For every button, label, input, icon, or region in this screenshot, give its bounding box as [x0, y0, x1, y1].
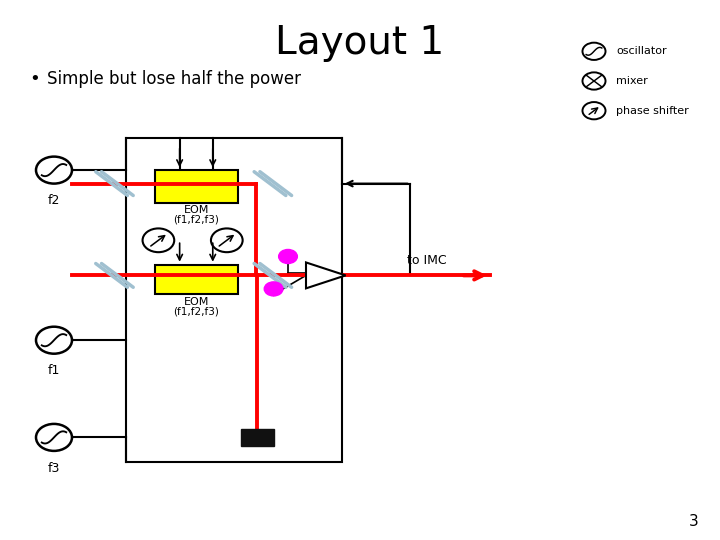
Text: EOM: EOM	[184, 297, 209, 307]
Circle shape	[264, 282, 283, 296]
Text: f3: f3	[48, 462, 60, 475]
Bar	[155, 265, 238, 294]
Text: •: •	[29, 70, 40, 88]
Text: Simple but lose half the power: Simple but lose half the power	[47, 70, 301, 88]
Text: oscillator: oscillator	[616, 46, 667, 56]
Bar	[126, 138, 342, 462]
Text: f1: f1	[48, 364, 60, 377]
Text: phase shifter: phase shifter	[616, 106, 689, 116]
Text: 3: 3	[688, 514, 698, 529]
Polygon shape	[306, 262, 346, 288]
Bar	[241, 429, 274, 445]
Polygon shape	[282, 256, 294, 264]
Polygon shape	[267, 289, 280, 296]
Circle shape	[279, 249, 297, 264]
Text: Layout 1: Layout 1	[275, 24, 445, 62]
Bar	[155, 170, 238, 202]
Text: (f1,f2,f3): (f1,f2,f3)	[174, 214, 219, 225]
Text: EOM: EOM	[184, 205, 209, 215]
Text: to IMC: to IMC	[407, 254, 446, 267]
Text: f2: f2	[48, 194, 60, 207]
Text: mixer: mixer	[616, 76, 648, 86]
Text: (f1,f2,f3): (f1,f2,f3)	[174, 306, 219, 316]
